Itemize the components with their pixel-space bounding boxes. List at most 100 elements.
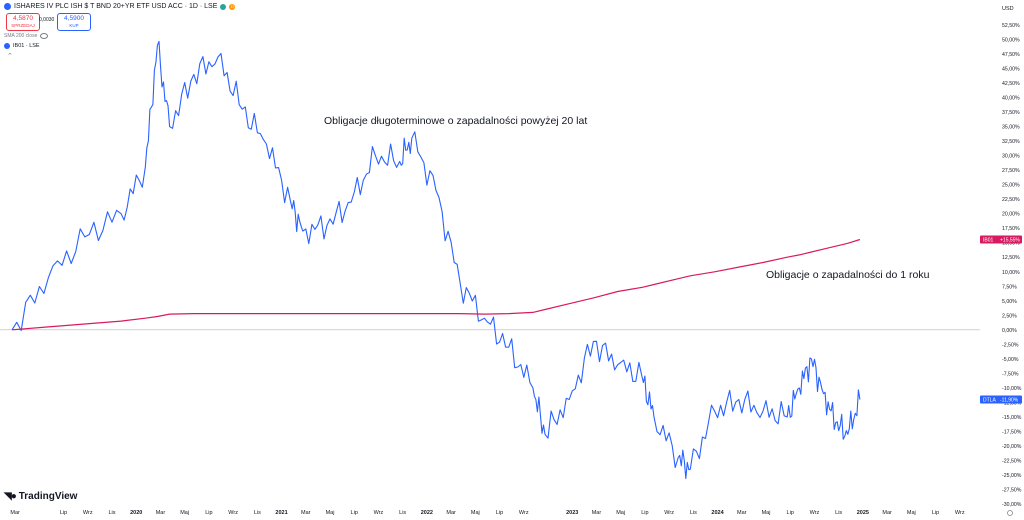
buy-button[interactable]: 4,5900 KUP xyxy=(57,13,91,31)
sell-price: 4,5870 xyxy=(13,15,33,22)
market-status-icon xyxy=(220,3,227,10)
y-tick-label: 2,50% xyxy=(1002,313,1017,319)
chevron-up-icon[interactable]: ⌃ xyxy=(7,53,13,60)
y-tick-label: 5,00% xyxy=(1002,299,1017,305)
series-end-value: -11,90% xyxy=(1000,397,1019,403)
buy-price: 4,5900 xyxy=(64,15,84,22)
x-tick-label: 2021 xyxy=(275,510,287,516)
y-tick-label: -7,50% xyxy=(1002,371,1019,377)
x-tick-label: Maj xyxy=(471,510,480,516)
spread-value: 0,0030 xyxy=(39,17,55,23)
x-tick-label: 2023 xyxy=(566,510,578,516)
symbol-logo-icon xyxy=(4,3,11,10)
settings-icon[interactable] xyxy=(1007,510,1013,516)
y-tick-label: -5,00% xyxy=(1002,357,1019,363)
y-tick-label: 10,00% xyxy=(1002,270,1020,276)
sell-button[interactable]: 4,5870 SPRZEDAJ xyxy=(6,13,40,31)
y-tick-label: -20,00% xyxy=(1002,444,1022,450)
x-tick-label: Maj xyxy=(907,510,916,516)
x-tick-label: Lis xyxy=(399,510,406,516)
x-tick-label: Lis xyxy=(835,510,842,516)
compare-logo-icon xyxy=(4,43,10,49)
y-tick-label: 30,00% xyxy=(1002,154,1020,160)
buy-label: KUP xyxy=(69,23,79,28)
x-tick-label: Wrz xyxy=(955,510,965,516)
series-line-dtla[interactable] xyxy=(11,40,861,479)
x-tick-label: 2020 xyxy=(130,510,142,516)
y-tick-label: 35,00% xyxy=(1002,125,1020,131)
x-tick-label: Mar xyxy=(882,510,892,516)
x-tick-label: Wrz xyxy=(83,510,93,516)
series-end-value: +15,55% xyxy=(1000,238,1020,244)
x-tick-label: Wrz xyxy=(664,510,674,516)
tradingview-logo[interactable]: ◥● TradingView xyxy=(4,491,77,502)
x-tick-label: Wrz xyxy=(519,510,529,516)
x-tick-label: Lip xyxy=(205,510,212,516)
y-tick-label: 25,00% xyxy=(1002,183,1020,189)
x-tick-label: Lis xyxy=(254,510,261,516)
symbol-title[interactable]: ISHARES IV PLC ISH $ T BND 20+YR ETF USD… xyxy=(14,3,218,10)
x-tick-label: Lip xyxy=(932,510,939,516)
y-tick-label: 22,50% xyxy=(1002,197,1020,203)
sma-label: SMA 200 close xyxy=(4,33,38,39)
currency-label: USD xyxy=(1002,6,1014,12)
y-tick-label: -30,00% xyxy=(1002,502,1022,508)
sma-indicator[interactable]: SMA 200 close xyxy=(4,33,49,39)
series-name-label: IB01 xyxy=(983,238,994,244)
y-tick-label: -22,50% xyxy=(1002,458,1022,464)
x-tick-label: 2025 xyxy=(857,510,869,516)
y-tick-label: -27,50% xyxy=(1002,487,1022,493)
y-tick-label: 40,00% xyxy=(1002,96,1020,102)
x-tick-label: Maj xyxy=(326,510,335,516)
y-tick-label: -17,50% xyxy=(1002,429,1022,435)
x-tick-label: Wrz xyxy=(228,510,238,516)
compare-symbol[interactable]: IB01 · LSE xyxy=(4,43,40,49)
sell-label: SPRZEDAJ xyxy=(11,23,35,28)
annotation-long-bonds: Obligacje długoterminowe o zapadalności … xyxy=(324,115,588,127)
eye-icon[interactable] xyxy=(40,33,49,39)
delay-icon: D xyxy=(229,3,236,10)
x-tick-label: 2022 xyxy=(421,510,433,516)
series-line-ib01[interactable] xyxy=(12,238,861,331)
y-tick-label: -15,00% xyxy=(1002,415,1022,421)
x-tick-label: Lip xyxy=(351,510,358,516)
y-tick-label: 0,00% xyxy=(1002,328,1017,334)
y-tick-label: -25,00% xyxy=(1002,473,1022,479)
y-tick-label: 12,50% xyxy=(1002,255,1020,261)
y-tick-label: 27,50% xyxy=(1002,168,1020,174)
y-tick-label: 52,50% xyxy=(1002,23,1020,29)
x-tick-label: Mar xyxy=(446,510,456,516)
x-tick-label: Maj xyxy=(762,510,771,516)
y-tick-label: 45,00% xyxy=(1002,67,1020,73)
annotation-short-bonds: Obligacje o zapadalności do 1 roku xyxy=(766,269,930,281)
tradingview-icon: ◥● xyxy=(4,491,17,502)
x-tick-label: Mar xyxy=(737,510,747,516)
x-tick-label: Lis xyxy=(108,510,115,516)
compare-symbol-label: IB01 · LSE xyxy=(13,43,40,49)
brand-label: TradingView xyxy=(18,491,78,502)
y-tick-label: 17,50% xyxy=(1002,226,1020,232)
x-tick-label: Maj xyxy=(616,510,625,516)
x-tick-label: Mar xyxy=(156,510,166,516)
y-tick-label: 32,50% xyxy=(1002,139,1020,145)
x-tick-label: Mar xyxy=(592,510,602,516)
y-tick-label: 47,50% xyxy=(1002,52,1020,58)
x-tick-label: Lip xyxy=(496,510,503,516)
series-name-label: DTLA xyxy=(983,397,996,403)
chart-header: ISHARES IV PLC ISH $ T BND 20+YR ETF USD… xyxy=(4,3,236,10)
y-tick-label: -2,50% xyxy=(1002,342,1019,348)
x-tick-label: Lis xyxy=(690,510,697,516)
y-tick-label: -10,00% xyxy=(1002,386,1022,392)
y-tick-label: 20,00% xyxy=(1002,212,1020,218)
y-tick-label: 50,00% xyxy=(1002,38,1020,44)
series-end-tag-ib01 xyxy=(980,235,1022,244)
x-tick-label: 2024 xyxy=(711,510,724,516)
x-tick-label: Lip xyxy=(641,510,648,516)
x-tick-label: Wrz xyxy=(374,510,384,516)
y-tick-label: 15,00% xyxy=(1002,241,1020,247)
x-tick-label: Wrz xyxy=(810,510,820,516)
x-tick-label: Maj xyxy=(180,510,189,516)
x-tick-label: Mar xyxy=(10,510,20,516)
y-tick-label: 37,50% xyxy=(1002,110,1020,116)
